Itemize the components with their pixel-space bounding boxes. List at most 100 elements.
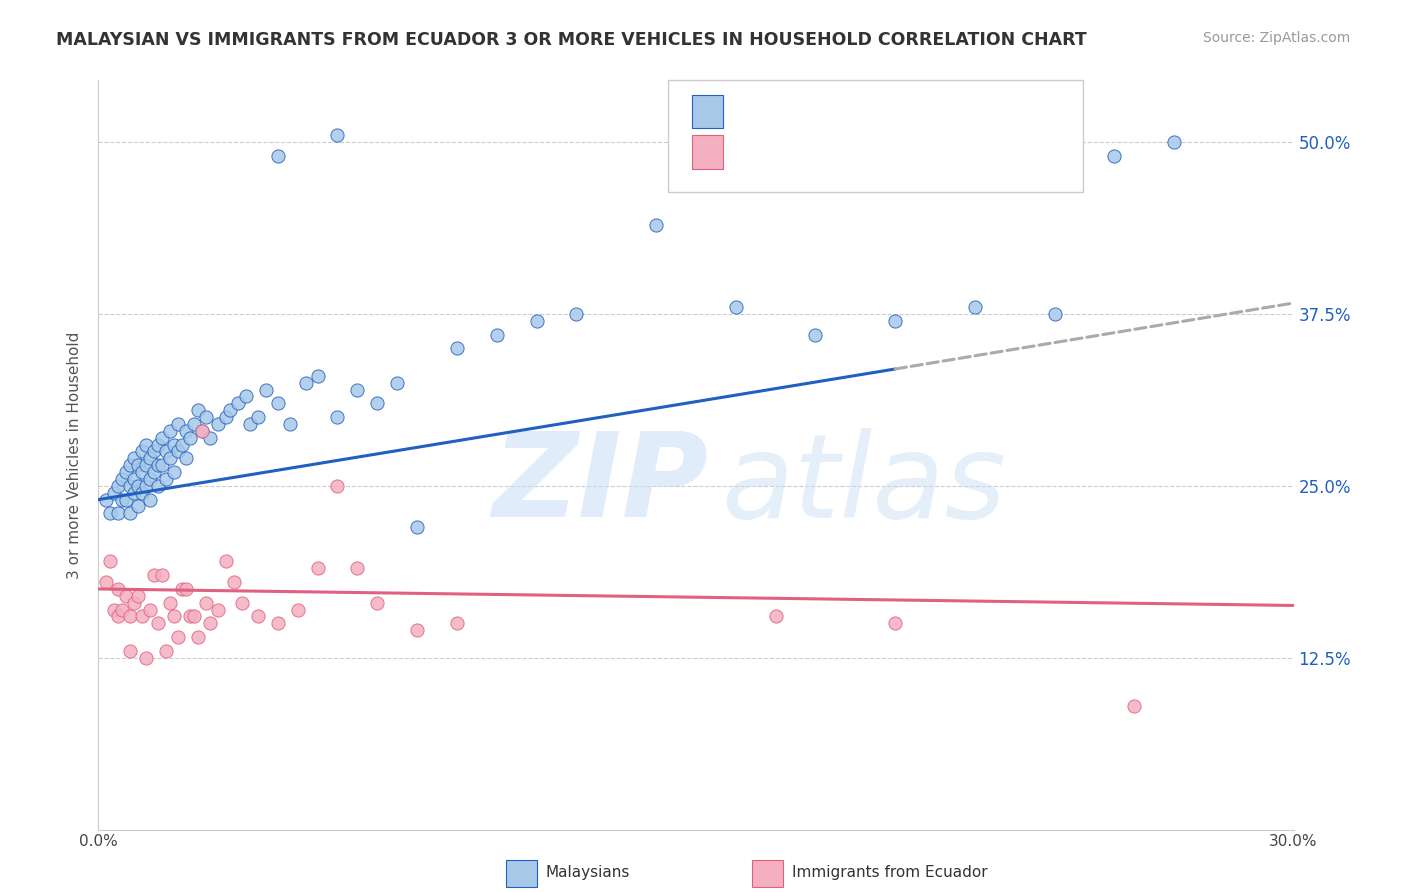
Point bbox=[346, 561, 368, 575]
Point bbox=[167, 630, 190, 644]
Point bbox=[174, 424, 197, 438]
Point bbox=[139, 602, 162, 616]
Text: R =: R = bbox=[734, 103, 773, 120]
Text: 0.272: 0.272 bbox=[780, 103, 837, 120]
Point bbox=[148, 458, 170, 473]
Point bbox=[127, 589, 149, 603]
Point bbox=[115, 589, 138, 603]
Point bbox=[183, 609, 205, 624]
Point bbox=[239, 417, 262, 431]
Point bbox=[222, 575, 245, 590]
Point bbox=[139, 472, 162, 486]
Point bbox=[135, 479, 157, 493]
Point bbox=[120, 479, 142, 493]
Point bbox=[1123, 698, 1146, 713]
Text: MALAYSIAN VS IMMIGRANTS FROM ECUADOR 3 OR MORE VEHICLES IN HOUSEHOLD CORRELATION: MALAYSIAN VS IMMIGRANTS FROM ECUADOR 3 O… bbox=[56, 31, 1087, 49]
Point bbox=[155, 644, 177, 658]
Point bbox=[124, 451, 146, 466]
Point bbox=[143, 568, 166, 582]
Point bbox=[135, 437, 157, 451]
Point bbox=[163, 465, 186, 479]
Text: Malaysians: Malaysians bbox=[546, 865, 630, 880]
Point bbox=[148, 479, 170, 493]
Point bbox=[167, 444, 190, 458]
Point bbox=[294, 376, 316, 390]
Point bbox=[346, 383, 368, 397]
Point bbox=[246, 609, 269, 624]
Point bbox=[187, 630, 209, 644]
Point bbox=[219, 403, 242, 417]
Point bbox=[254, 383, 277, 397]
Point bbox=[120, 507, 142, 521]
Point bbox=[187, 403, 209, 417]
Point bbox=[150, 458, 173, 473]
Point bbox=[326, 479, 349, 493]
Point bbox=[446, 342, 468, 356]
Point bbox=[107, 507, 129, 521]
Point bbox=[235, 389, 257, 403]
Point bbox=[98, 507, 122, 521]
Point bbox=[131, 444, 153, 458]
Point bbox=[148, 616, 170, 631]
Point bbox=[159, 596, 181, 610]
Point bbox=[226, 396, 249, 410]
Point bbox=[159, 451, 181, 466]
Point bbox=[1163, 135, 1185, 149]
Point bbox=[645, 218, 668, 232]
Y-axis label: 3 or more Vehicles in Household: 3 or more Vehicles in Household bbox=[67, 331, 83, 579]
Point bbox=[565, 307, 588, 321]
Point bbox=[107, 479, 129, 493]
Point bbox=[127, 500, 149, 514]
Point bbox=[120, 458, 142, 473]
Point bbox=[1043, 307, 1066, 321]
Point bbox=[231, 596, 253, 610]
Point bbox=[103, 602, 125, 616]
Point bbox=[215, 554, 238, 568]
Point bbox=[191, 424, 214, 438]
Point bbox=[287, 602, 309, 616]
Point bbox=[446, 616, 468, 631]
Point bbox=[172, 437, 194, 451]
Point bbox=[366, 596, 388, 610]
Point bbox=[124, 485, 146, 500]
Point bbox=[267, 396, 290, 410]
Point bbox=[163, 609, 186, 624]
Point bbox=[155, 472, 177, 486]
Point bbox=[111, 602, 134, 616]
Point bbox=[131, 609, 153, 624]
Point bbox=[195, 596, 218, 610]
Point bbox=[143, 444, 166, 458]
Point bbox=[174, 582, 197, 596]
Point bbox=[135, 650, 157, 665]
Point bbox=[326, 128, 349, 143]
Point bbox=[366, 396, 388, 410]
Point bbox=[174, 451, 197, 466]
Point bbox=[246, 410, 269, 425]
Text: Source: ZipAtlas.com: Source: ZipAtlas.com bbox=[1202, 31, 1350, 45]
Point bbox=[215, 410, 238, 425]
Point bbox=[131, 465, 153, 479]
Point bbox=[179, 431, 201, 445]
Point bbox=[267, 616, 290, 631]
Point bbox=[172, 582, 194, 596]
Point bbox=[485, 327, 508, 342]
Point bbox=[884, 314, 907, 328]
Point bbox=[107, 582, 129, 596]
Point bbox=[120, 644, 142, 658]
Point bbox=[159, 424, 181, 438]
Point bbox=[103, 485, 125, 500]
Point bbox=[804, 327, 827, 342]
Point bbox=[96, 575, 118, 590]
Point bbox=[111, 472, 134, 486]
Point bbox=[385, 376, 409, 390]
Point bbox=[207, 602, 229, 616]
Point bbox=[191, 424, 214, 438]
Point bbox=[406, 520, 429, 534]
Point bbox=[115, 465, 138, 479]
Point bbox=[207, 417, 229, 431]
Point bbox=[163, 437, 186, 451]
Point bbox=[98, 554, 122, 568]
Point bbox=[139, 451, 162, 466]
Point bbox=[150, 568, 173, 582]
Point bbox=[724, 300, 747, 314]
